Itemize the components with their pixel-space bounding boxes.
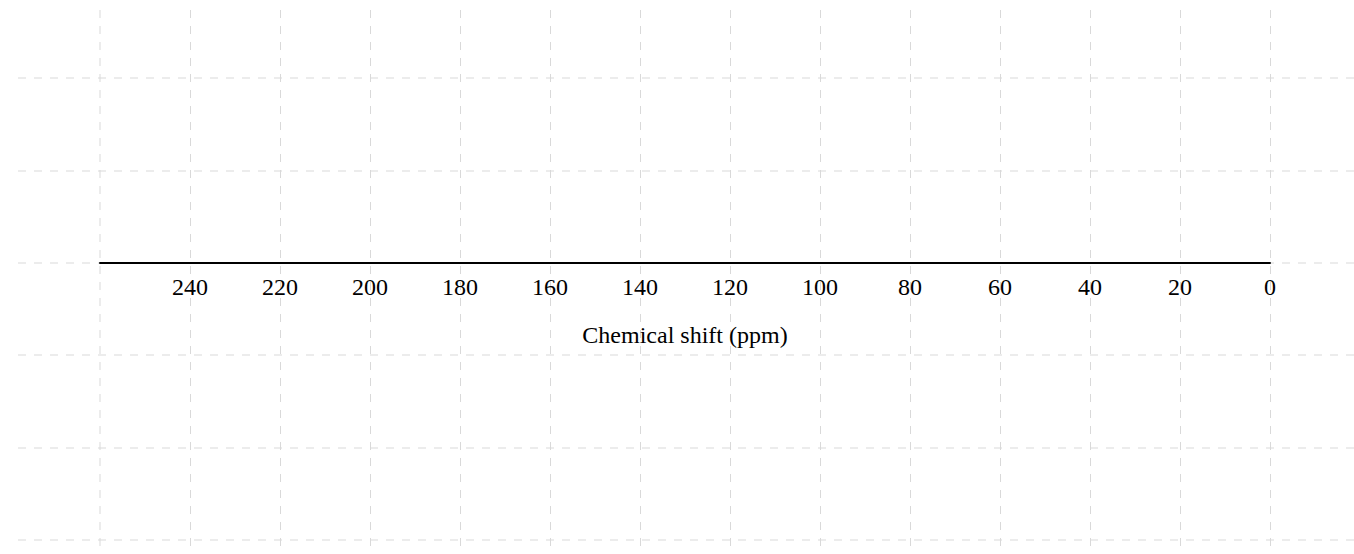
- svg-text:180: 180: [442, 274, 478, 300]
- svg-text:200: 200: [352, 274, 388, 300]
- svg-text:140: 140: [622, 274, 658, 300]
- svg-text:100: 100: [802, 274, 838, 300]
- svg-text:Chemical shift (ppm): Chemical shift (ppm): [582, 322, 787, 348]
- svg-text:40: 40: [1078, 274, 1102, 300]
- svg-text:20: 20: [1168, 274, 1192, 300]
- svg-text:120: 120: [712, 274, 748, 300]
- svg-text:240: 240: [172, 274, 208, 300]
- svg-text:0: 0: [1264, 274, 1276, 300]
- svg-text:220: 220: [262, 274, 298, 300]
- svg-text:160: 160: [532, 274, 568, 300]
- svg-text:60: 60: [988, 274, 1012, 300]
- svg-text:80: 80: [898, 274, 922, 300]
